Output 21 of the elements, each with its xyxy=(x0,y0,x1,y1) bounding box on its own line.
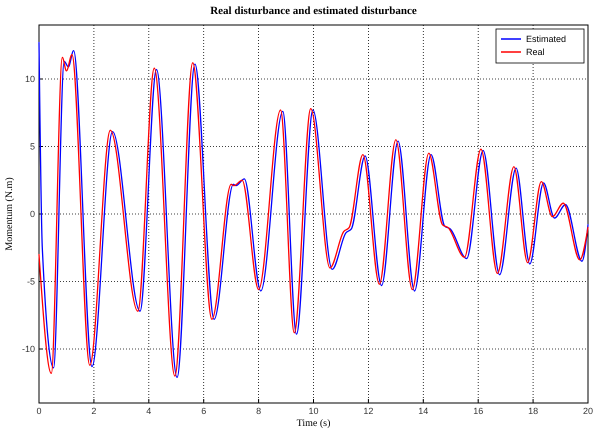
y-tick-label: 10 xyxy=(24,74,35,84)
y-tick-label: -5 xyxy=(26,276,35,286)
y-tick-label: -10 xyxy=(22,344,35,354)
chart-title: Real disturbance and estimated disturbance xyxy=(210,5,417,17)
x-tick-label: 20 xyxy=(582,406,594,416)
y-axis-title: Momentum (N.m) xyxy=(4,177,15,251)
x-tick-label: 14 xyxy=(418,406,428,416)
x-tick-label: 10 xyxy=(308,406,319,416)
x-tick-label: 4 xyxy=(146,406,152,416)
y-tick-label: 0 xyxy=(30,209,35,219)
x-tick-label: 2 xyxy=(91,406,96,416)
x-tick-label: 6 xyxy=(201,406,206,416)
x-tick-label: 12 xyxy=(363,406,374,416)
x-tick-label: 18 xyxy=(528,406,538,416)
y-tick-label: 5 xyxy=(30,142,35,152)
x-tick-label: 0 xyxy=(36,406,42,416)
x-tick-label: 8 xyxy=(256,406,262,416)
legend-label: Estimated xyxy=(526,34,566,44)
x-tick-label: 16 xyxy=(473,406,484,416)
legend-label: Real xyxy=(526,47,545,57)
x-axis-title: Time (s) xyxy=(296,418,330,429)
